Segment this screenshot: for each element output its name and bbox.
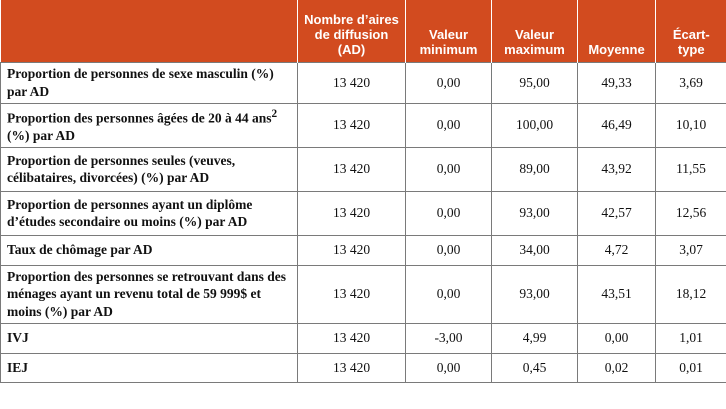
cell-min: 0,00 xyxy=(405,190,492,236)
cell-std-dev: 10,10 xyxy=(655,102,726,148)
cell-max: 34,00 xyxy=(491,234,578,266)
cell-mean: 43,51 xyxy=(577,264,656,324)
row-label: Taux de chômage par AD xyxy=(0,234,298,266)
cell-min: 0,00 xyxy=(405,264,492,324)
cell-min: 0,00 xyxy=(405,352,492,383)
cell-ad-count: 13 420 xyxy=(297,322,406,354)
row-label: Proportion de personnes ayant un diplôme… xyxy=(0,190,298,236)
table-row: Taux de chômage par AD 13 420 0,00 34,00… xyxy=(0,234,726,266)
cell-ad-count: 13 420 xyxy=(297,102,406,148)
cell-ad-count: 13 420 xyxy=(297,146,406,192)
cell-ad-count: 13 420 xyxy=(297,234,406,266)
row-label: Proportion de personnes de sexe masculin… xyxy=(0,61,298,104)
cell-std-dev: 11,55 xyxy=(655,146,726,192)
cell-min: -3,00 xyxy=(405,322,492,354)
cell-ad-count: 13 420 xyxy=(297,190,406,236)
header-blank xyxy=(0,0,298,62)
cell-std-dev: 0,01 xyxy=(655,352,726,383)
table-header: Nombre d’aires de diffusion (AD) Valeur … xyxy=(0,0,726,62)
cell-mean: 42,57 xyxy=(577,190,656,236)
cell-max: 93,00 xyxy=(491,190,578,236)
row-label: Proportion de personnes seules (veuves, … xyxy=(0,146,298,192)
table-row: IEJ 13 420 0,00 0,45 0,02 0,01 xyxy=(0,352,726,383)
cell-min: 0,00 xyxy=(405,102,492,148)
cell-min: 0,00 xyxy=(405,61,492,104)
cell-std-dev: 3,07 xyxy=(655,234,726,266)
cell-std-dev: 12,56 xyxy=(655,190,726,236)
cell-max: 0,45 xyxy=(491,352,578,383)
header-min: Valeur minimum xyxy=(405,0,492,62)
cell-ad-count: 13 420 xyxy=(297,61,406,104)
table-row: Proportion de personnes ayant un diplôme… xyxy=(0,190,726,236)
cell-ad-count: 13 420 xyxy=(297,264,406,324)
cell-max: 95,00 xyxy=(491,61,578,104)
cell-mean: 43,92 xyxy=(577,146,656,192)
header-ad-count: Nombre d’aires de diffusion (AD) xyxy=(297,0,406,62)
statistics-table: Nombre d’aires de diffusion (AD) Valeur … xyxy=(0,0,726,383)
header-std-dev: Écart-type xyxy=(655,0,726,62)
header-max: Valeur maximum xyxy=(491,0,578,62)
footnote-marker: 2 xyxy=(271,107,278,120)
row-label-text: Proportion des personnes âgées de 20 à 4… xyxy=(7,110,272,126)
cell-std-dev: 3,69 xyxy=(655,61,726,104)
table-row: Proportion des personnes se retrouvant d… xyxy=(0,264,726,324)
cell-ad-count: 13 420 xyxy=(297,352,406,383)
row-label: Proportion des personnes âgées de 20 à 4… xyxy=(0,102,298,148)
row-label: Proportion des personnes se retrouvant d… xyxy=(0,264,298,324)
table-row: Proportion de personnes seules (veuves, … xyxy=(0,146,726,192)
cell-mean: 49,33 xyxy=(577,61,656,104)
cell-max: 89,00 xyxy=(491,146,578,192)
cell-std-dev: 18,12 xyxy=(655,264,726,324)
cell-max: 4,99 xyxy=(491,322,578,354)
table-body: Proportion de personnes de sexe masculin… xyxy=(0,61,726,383)
cell-mean: 46,49 xyxy=(577,102,656,148)
cell-max: 100,00 xyxy=(491,102,578,148)
header-row: Nombre d’aires de diffusion (AD) Valeur … xyxy=(0,0,726,62)
table-row: Proportion de personnes de sexe masculin… xyxy=(0,61,726,104)
cell-mean: 0,00 xyxy=(577,322,656,354)
cell-mean: 0,02 xyxy=(577,352,656,383)
header-mean: Moyenne xyxy=(577,0,656,62)
row-label: IEJ xyxy=(0,352,298,383)
cell-mean: 4,72 xyxy=(577,234,656,266)
row-label: IVJ xyxy=(0,322,298,354)
cell-min: 0,00 xyxy=(405,234,492,266)
cell-max: 93,00 xyxy=(491,264,578,324)
table-row: Proportion des personnes âgées de 20 à 4… xyxy=(0,102,726,148)
row-label-suffix: (%) par AD xyxy=(7,127,76,143)
cell-min: 0,00 xyxy=(405,146,492,192)
table-row: IVJ 13 420 -3,00 4,99 0,00 1,01 xyxy=(0,322,726,354)
cell-std-dev: 1,01 xyxy=(655,322,726,354)
